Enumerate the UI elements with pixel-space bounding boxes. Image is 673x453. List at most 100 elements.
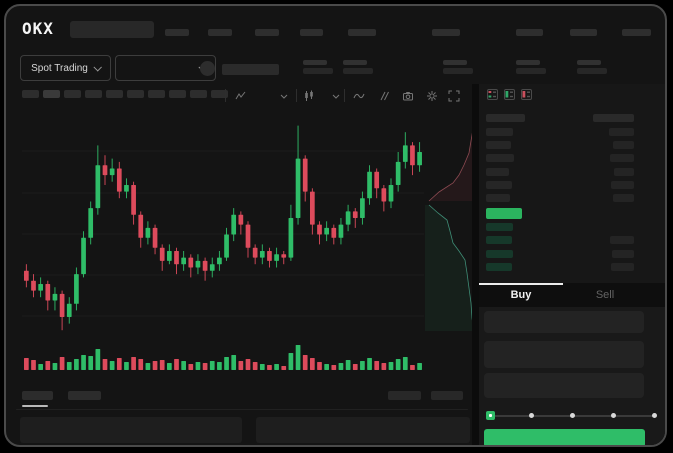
nav-action-skeleton[interactable]	[432, 29, 460, 36]
ask-row-price-skeleton[interactable]	[486, 168, 509, 176]
stat-label-skeleton	[303, 60, 327, 65]
timeframe-button-skeleton[interactable]	[43, 90, 60, 98]
stat-label-skeleton	[343, 60, 367, 65]
toolbar-separator	[344, 89, 345, 102]
stat-value-skeleton	[343, 68, 373, 74]
ask-row-amount-skeleton[interactable]	[614, 168, 634, 176]
tab-buy[interactable]: Buy	[510, 289, 532, 301]
orderbook-header-skeleton	[486, 114, 525, 122]
depth-overlay-chart[interactable]	[425, 113, 481, 332]
ask-row-price-skeleton[interactable]	[486, 181, 512, 189]
search-bar[interactable]	[70, 21, 154, 38]
timeframe-button-skeleton[interactable]	[106, 90, 123, 98]
nav-action-skeleton[interactable]	[622, 29, 651, 36]
stat-value-skeleton	[443, 68, 473, 74]
bid-row-price-skeleton[interactable]	[486, 223, 513, 231]
fullscreen-icon[interactable]	[447, 90, 461, 102]
nav-item-skeleton[interactable]	[348, 29, 376, 36]
orders-table-skeleton	[256, 417, 470, 443]
timeframe-button-skeleton[interactable]	[211, 90, 228, 98]
last-price-bar[interactable]	[486, 208, 522, 219]
stat-label-skeleton	[516, 60, 540, 65]
pair-selector-dropdown[interactable]	[115, 55, 216, 81]
toolbar-separator	[225, 89, 226, 102]
trade-tabs	[479, 283, 665, 307]
bid-row-amount-skeleton[interactable]	[612, 250, 634, 258]
panel-divider	[472, 84, 479, 445]
timeframe-button-skeleton[interactable]	[127, 90, 144, 98]
bottom-tab-skeleton[interactable]	[68, 391, 101, 400]
compare-icon[interactable]	[377, 90, 391, 102]
section-divider	[16, 409, 468, 410]
nav-item-skeleton[interactable]	[165, 29, 189, 36]
bid-row-price-skeleton[interactable]	[486, 263, 512, 271]
book-combined-icon[interactable]	[487, 89, 498, 100]
line-style-icon[interactable]	[352, 90, 366, 102]
ask-row-price-skeleton[interactable]	[486, 194, 510, 202]
camera-icon[interactable]	[401, 90, 415, 102]
order-input-field[interactable]	[484, 373, 644, 398]
order-input-field[interactable]	[484, 341, 644, 368]
bid-row-price-skeleton[interactable]	[486, 236, 512, 244]
candle-style-icon[interactable]	[302, 90, 316, 102]
ask-row-amount-skeleton[interactable]	[609, 128, 634, 136]
order-input-field[interactable]	[484, 311, 644, 333]
app-window: OKX Spot Trading Buy Sell	[4, 4, 667, 447]
timeframe-button-skeleton[interactable]	[148, 90, 165, 98]
pair-name-skeleton	[222, 64, 279, 75]
ask-row-price-skeleton[interactable]	[486, 154, 514, 162]
bottom-action-skeleton[interactable]	[388, 391, 421, 400]
indicators-icon[interactable]	[234, 90, 248, 102]
buy-submit-button[interactable]	[484, 429, 645, 445]
ask-row-amount-skeleton[interactable]	[613, 194, 634, 202]
bid-row-amount-skeleton[interactable]	[610, 236, 634, 244]
timeframe-button-skeleton[interactable]	[64, 90, 81, 98]
book-asks-icon[interactable]	[521, 89, 532, 100]
slider-stop-dot[interactable]	[570, 413, 575, 418]
timeframe-button-skeleton[interactable]	[169, 90, 186, 98]
nav-item-skeleton[interactable]	[208, 29, 232, 36]
volume-bars	[24, 345, 422, 370]
timeframe-button-skeleton[interactable]	[190, 90, 207, 98]
candlestick-chart[interactable]	[22, 113, 424, 337]
stat-value-skeleton	[303, 68, 333, 74]
ask-row-price-skeleton[interactable]	[486, 141, 511, 149]
stat-value-skeleton	[516, 68, 546, 74]
ask-row-amount-skeleton[interactable]	[613, 141, 634, 149]
chevron-down-icon[interactable]	[328, 90, 342, 102]
slider-stop-dot[interactable]	[611, 413, 616, 418]
slider-stop-dot[interactable]	[652, 413, 657, 418]
nav-action-skeleton[interactable]	[516, 29, 543, 36]
coin-icon	[200, 61, 215, 76]
toolbar-separator	[296, 89, 297, 102]
slider-handle[interactable]	[486, 411, 495, 420]
bottom-tab-skeleton[interactable]	[22, 391, 53, 400]
tab-sell[interactable]: Sell	[595, 289, 615, 301]
stat-label-skeleton	[577, 60, 601, 65]
bid-row-price-skeleton[interactable]	[486, 250, 513, 258]
book-bids-icon[interactable]	[504, 89, 515, 100]
timeframe-button-skeleton[interactable]	[22, 90, 39, 98]
nav-item-skeleton[interactable]	[255, 29, 279, 36]
market-type-dropdown[interactable]: Spot Trading	[20, 55, 111, 81]
stat-label-skeleton	[443, 60, 467, 65]
settings-gear-icon[interactable]	[425, 90, 439, 102]
bid-row-amount-skeleton[interactable]	[611, 263, 634, 271]
market-type-label: Spot Trading	[31, 62, 88, 74]
chevron-down-icon	[93, 63, 102, 72]
nav-action-skeleton[interactable]	[570, 29, 597, 36]
chevron-down-icon[interactable]	[276, 90, 290, 102]
bottom-action-skeleton[interactable]	[431, 391, 463, 400]
stat-value-skeleton	[577, 68, 607, 74]
ask-row-amount-skeleton[interactable]	[610, 154, 634, 162]
okx-logo[interactable]: OKX	[22, 19, 54, 38]
orderbook-header-skeleton	[593, 114, 634, 122]
ask-row-amount-skeleton[interactable]	[611, 181, 634, 189]
timeframe-button-skeleton[interactable]	[85, 90, 102, 98]
orders-table-skeleton	[20, 417, 242, 443]
active-tab-underline	[22, 405, 48, 407]
nav-item-skeleton[interactable]	[300, 29, 323, 36]
active-tab-underline	[479, 283, 563, 285]
ask-row-price-skeleton[interactable]	[486, 128, 513, 136]
slider-stop-dot[interactable]	[529, 413, 534, 418]
